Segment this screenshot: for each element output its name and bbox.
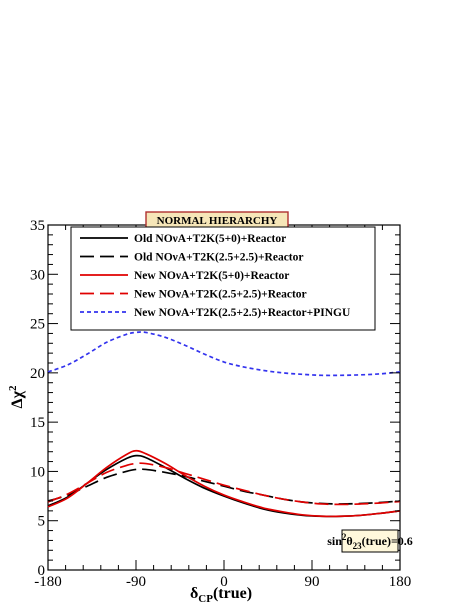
legend-label-5: New NOνA+T2K(2.5+2.5)+Reactor+PINGU	[134, 307, 351, 319]
x-tick-label: 180	[389, 574, 412, 590]
legend-label-3: New NOνA+T2K(5+0)+Reactor	[134, 270, 289, 282]
legend-label-4: New NOνA+T2K(2.5+2.5)+Reactor	[134, 289, 307, 301]
axes: -180 -90 0 90 180 0 5 10 15 20 25 30 35	[30, 218, 411, 590]
chart-title: NORMAL HIERARCHY	[157, 215, 278, 227]
y-tick-label: 20	[30, 366, 45, 382]
y-tick-label: 0	[38, 563, 46, 579]
y-tick-label: 10	[30, 464, 45, 480]
series-line-3	[47, 449, 401, 518]
y-tick-label: 5	[38, 514, 46, 530]
y-tick-label: 25	[30, 317, 45, 333]
x-tick-label: -180	[34, 574, 62, 590]
legend-label-1: Old NOνA+T2K(5+0)+Reactor	[134, 233, 286, 245]
curves	[47, 331, 401, 518]
legend-label-2: Old NOνA+T2K(2.5+2.5)+Reactor	[134, 252, 304, 264]
x-tick-label: -90	[126, 574, 146, 590]
x-tick-label: 0	[220, 574, 228, 590]
series-line-4	[47, 462, 401, 506]
y-tick-label: 30	[30, 267, 45, 283]
y-tick-label: 35	[30, 218, 45, 234]
legend: Old NOνA+T2K(5+0)+Reactor Old NOνA+T2K(2.…	[70, 226, 376, 331]
annotation-box	[341, 529, 399, 553]
y-axis-title: Δχ2	[7, 385, 26, 408]
x-tick-label: 90	[305, 574, 320, 590]
y-tick-label: 15	[30, 415, 45, 431]
x-axis-title: δCP(true)	[190, 585, 252, 605]
legend-box	[70, 226, 376, 331]
annotation-text: sin2θ23(true)=0.6	[327, 532, 413, 551]
